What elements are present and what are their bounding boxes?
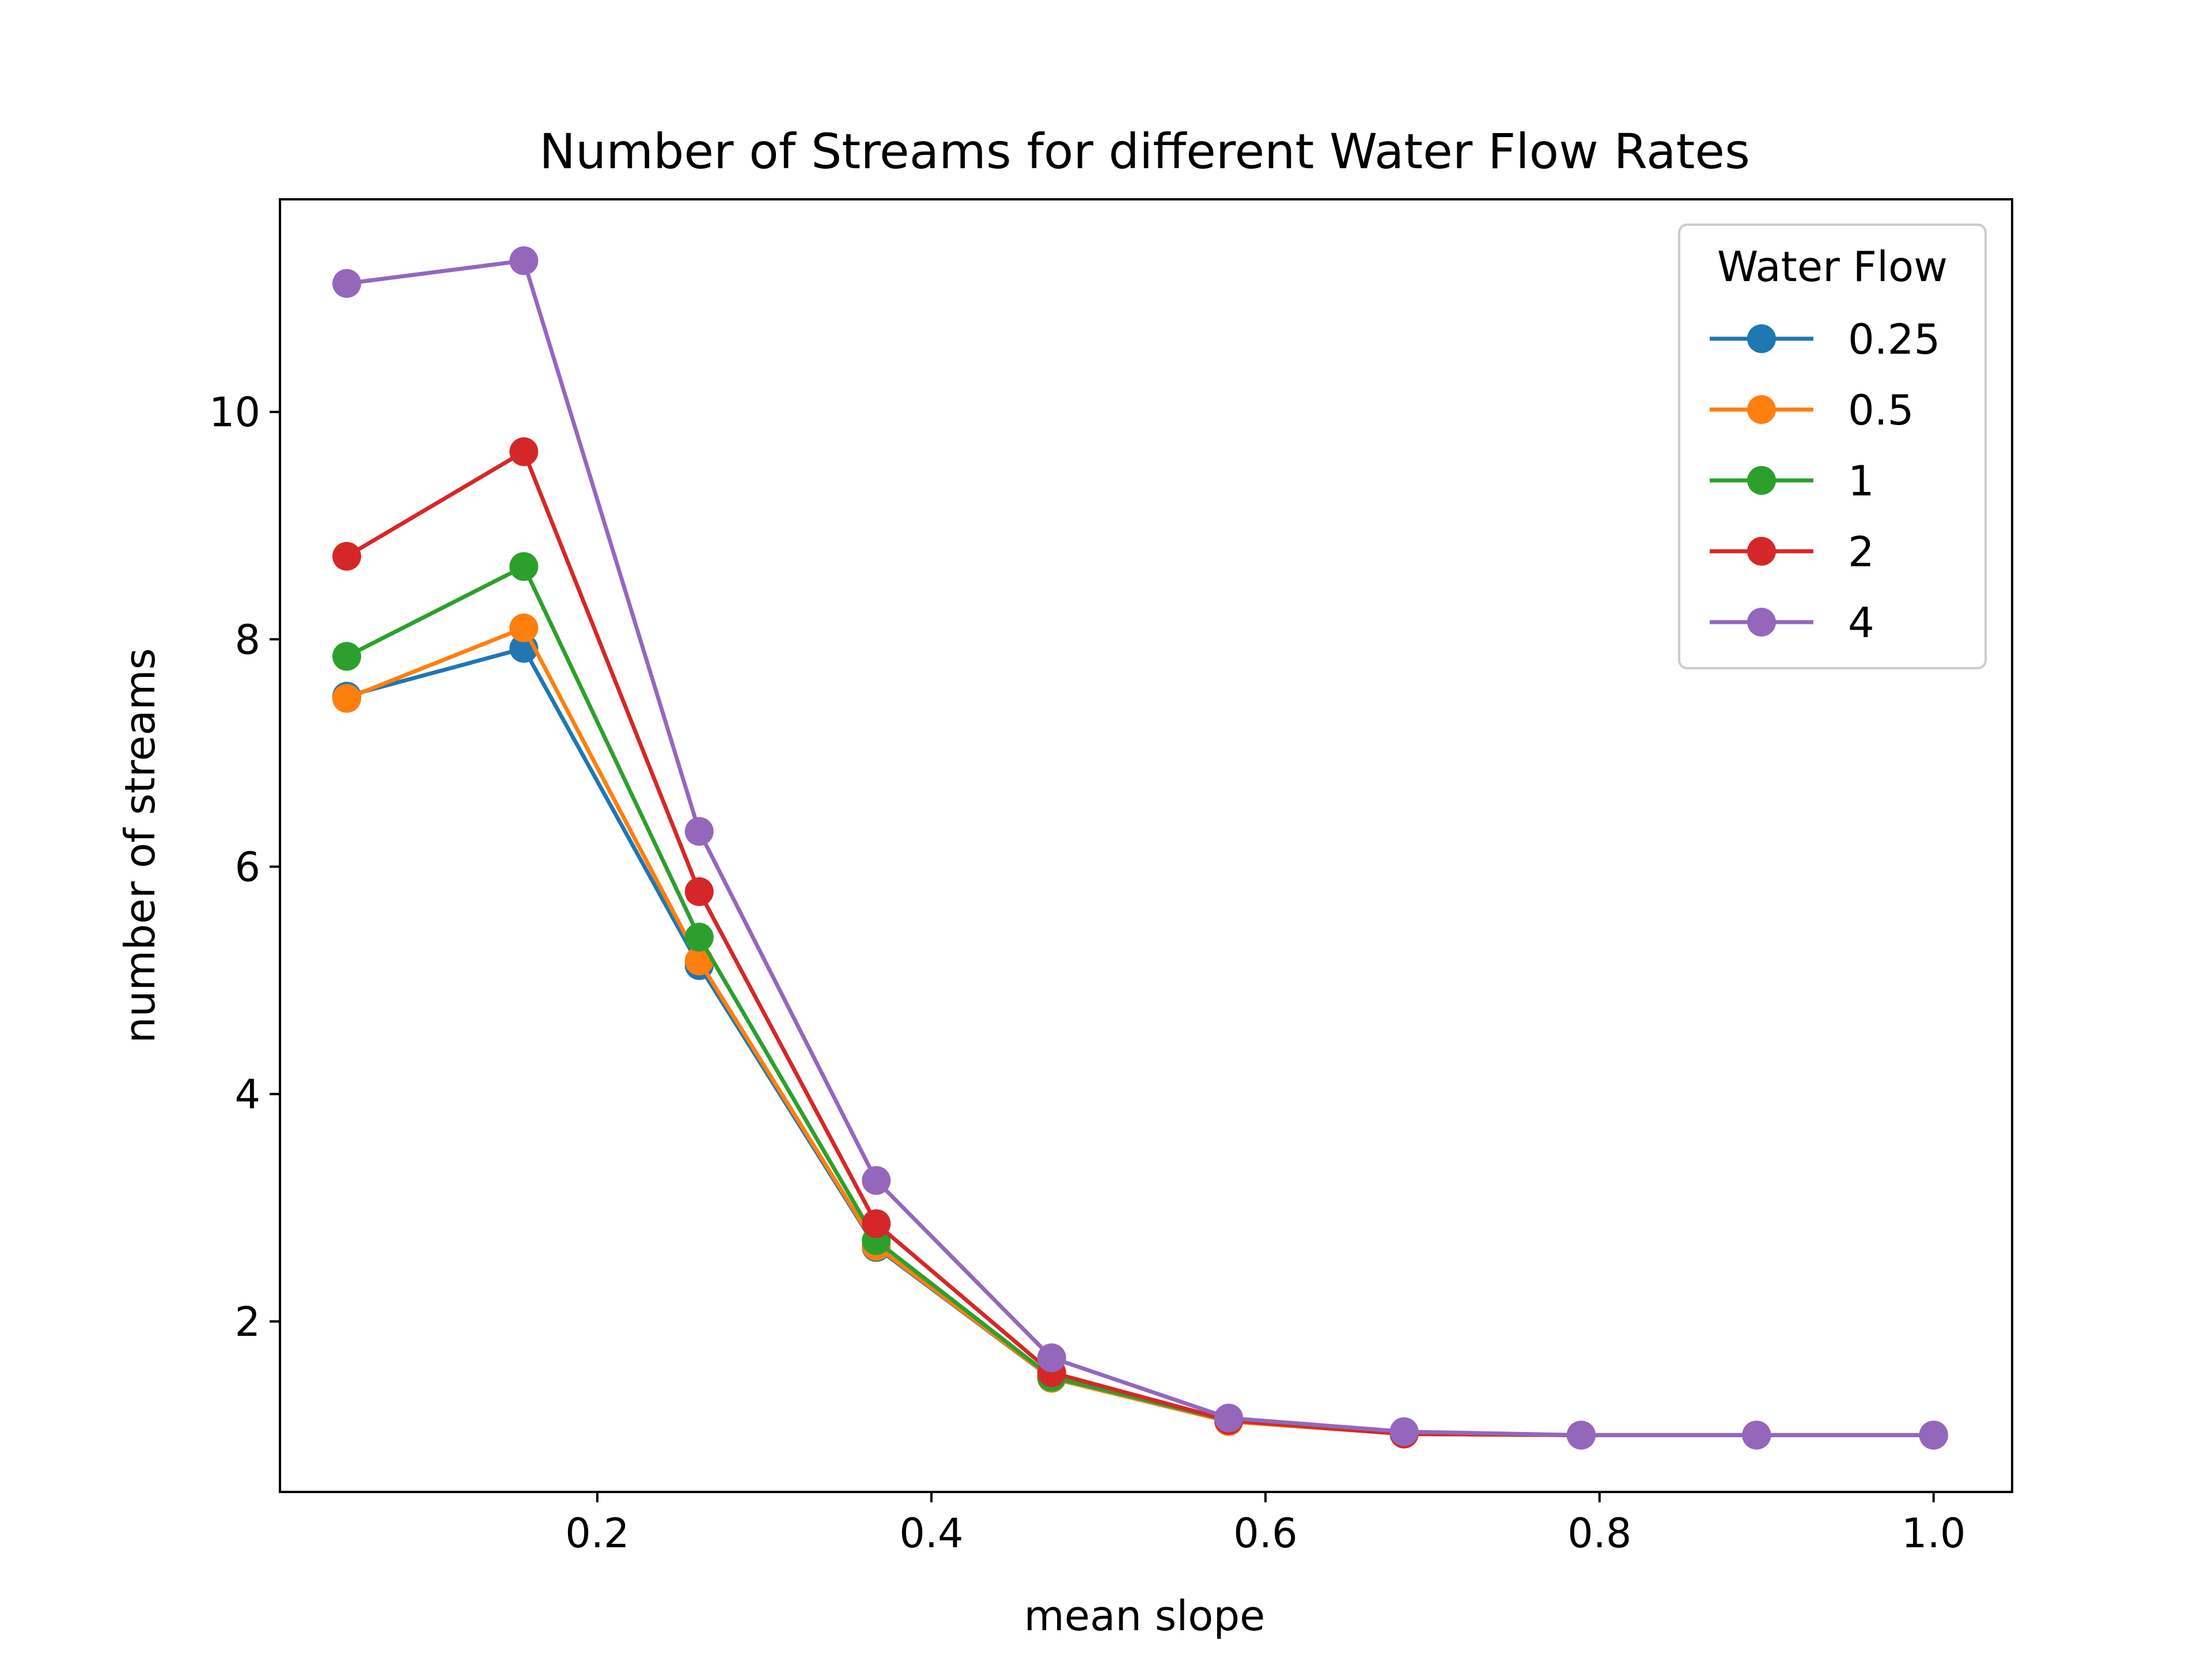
legend-label-1: 1 [1848, 457, 1874, 505]
y-tick-label: 10 [209, 389, 260, 436]
data-point-0.5 [684, 946, 714, 976]
data-point-4 [1742, 1421, 1771, 1450]
legend-label-4: 4 [1848, 599, 1874, 647]
legend-marker-1 [1747, 466, 1776, 495]
x-tick-label: 0.6 [1233, 1510, 1297, 1557]
data-point-2 [332, 541, 361, 571]
legend-title: Water Flow [1717, 243, 1948, 291]
legend: Water Flow 0.25 0.5 1 2 4 [1678, 224, 1987, 669]
data-point-4 [509, 246, 539, 275]
series-line-1 [346, 564, 1934, 1437]
plot-area [332, 246, 1948, 1450]
series-line-4 [346, 259, 1934, 1437]
data-point-2 [684, 877, 714, 906]
legend-label-0.5: 0.5 [1848, 386, 1914, 434]
data-point-4 [1389, 1417, 1419, 1446]
data-point-1 [509, 552, 539, 581]
axis-ticks: 0.2 0.4 0.6 0.8 1.0 2 4 6 8 10 [209, 389, 1965, 1557]
axes-frame [279, 198, 2013, 1493]
data-point-2 [509, 437, 539, 467]
data-point-1 [684, 922, 714, 952]
data-point-4 [684, 817, 714, 846]
legend-label-0.25: 0.25 [1848, 315, 1940, 363]
data-point-4 [862, 1166, 891, 1195]
data-point-4 [1919, 1421, 1948, 1450]
y-tick-label: 4 [234, 1071, 260, 1118]
data-point-2 [862, 1209, 891, 1238]
data-point-1 [332, 642, 361, 671]
x-tick-label: 0.4 [899, 1510, 963, 1557]
data-point-4 [332, 269, 361, 298]
legend-marker-0.25 [1747, 324, 1776, 353]
y-tick-label: 2 [234, 1298, 260, 1346]
legend-box [1678, 224, 1987, 669]
y-tick-label: 6 [234, 844, 260, 891]
chart-title: Number of Streams for different Water Fl… [539, 123, 1750, 180]
series-line-0.25 [346, 646, 1934, 1437]
legend-marker-4 [1747, 608, 1776, 637]
series-line-0.5 [346, 626, 1934, 1437]
data-point-0.5 [509, 613, 539, 643]
y-tick-label: 8 [234, 616, 260, 664]
x-tick-label: 0.8 [1567, 1510, 1631, 1557]
legend-marker-2 [1747, 537, 1776, 566]
data-point-4 [1566, 1421, 1596, 1450]
data-point-4 [1214, 1403, 1244, 1433]
data-point-4 [1037, 1343, 1066, 1373]
data-point-0.5 [332, 684, 361, 713]
legend-marker-0.5 [1747, 395, 1776, 424]
x-tick-label: 0.2 [565, 1510, 629, 1557]
legend-items: 0.25 0.5 1 2 4 [1710, 315, 1940, 647]
legend-label-2: 2 [1848, 528, 1874, 576]
x-axis-label: mean slope [1024, 1592, 1266, 1640]
x-tick-label: 1.0 [1902, 1510, 1965, 1557]
y-axis-label: number of streams [116, 648, 164, 1043]
